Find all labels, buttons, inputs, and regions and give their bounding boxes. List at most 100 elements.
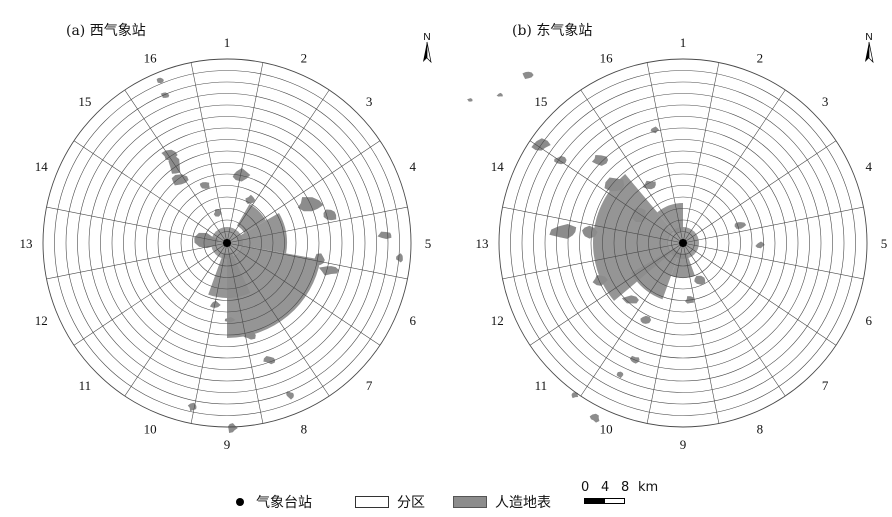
urban-patch — [467, 98, 473, 102]
legend-station-label: 气象台站 — [256, 495, 312, 511]
sector-label-5: 5 — [881, 236, 888, 251]
sector-line — [226, 62, 264, 244]
zone-ring — [613, 173, 753, 313]
sector-line — [46, 206, 228, 244]
weather-station — [223, 239, 231, 247]
zone-ring — [203, 219, 251, 267]
sector-label-14: 14 — [35, 159, 49, 174]
scale-tick-0: 0 — [581, 480, 590, 495]
urban-patch — [621, 295, 639, 304]
scale-segment-white — [604, 498, 625, 504]
panel-title: (b) 东气象站 — [512, 23, 592, 39]
urban-patch — [734, 222, 747, 229]
scale-bar: 0 4 8 km — [578, 480, 658, 516]
zone-ring — [510, 70, 856, 416]
zone-ring — [54, 70, 400, 416]
sector-line — [529, 140, 684, 244]
sector-line — [226, 89, 330, 244]
urban-patch — [377, 231, 392, 239]
sector-line — [73, 140, 228, 244]
urban-patch — [187, 402, 197, 412]
sector-label-10: 10 — [600, 422, 613, 437]
urban-patch — [156, 77, 164, 84]
urban-patch — [522, 71, 534, 79]
sector-label-6: 6 — [409, 313, 416, 328]
sector-line — [190, 62, 228, 244]
sector-line — [502, 206, 684, 244]
urban-patch — [213, 209, 222, 217]
urban-patch — [245, 194, 256, 204]
scale-segment-black — [584, 498, 605, 504]
sector-label-15: 15 — [534, 94, 547, 109]
urban-patch — [224, 317, 236, 323]
sector-line — [580, 89, 684, 244]
urban-patch — [496, 92, 503, 97]
north-arrow-half-dark — [865, 42, 869, 62]
zone-ring — [602, 162, 764, 324]
urban-patch — [210, 300, 221, 308]
sector-line — [682, 242, 786, 397]
sector-label-1: 1 — [680, 35, 687, 50]
sector-label-2: 2 — [757, 50, 764, 65]
zone-ring — [134, 150, 320, 336]
sector-line — [682, 242, 837, 346]
sector-line — [682, 242, 864, 280]
urban-patch — [286, 391, 294, 400]
zone-ring — [100, 116, 354, 370]
sector-line — [580, 242, 684, 397]
zone-ring — [215, 231, 239, 255]
urban-patch — [323, 209, 337, 221]
zone-ring — [180, 196, 274, 290]
urban-area — [593, 174, 674, 301]
sector-line — [226, 206, 408, 244]
sector-line — [73, 242, 228, 346]
sector-label-10: 10 — [144, 422, 157, 437]
urban-patch — [396, 253, 403, 263]
sector-line — [190, 242, 228, 424]
urban-patch — [243, 330, 256, 340]
sector-label-3: 3 — [366, 94, 373, 109]
sector-label-3: 3 — [822, 94, 829, 109]
sector-label-6: 6 — [865, 313, 872, 328]
sector-label-7: 7 — [822, 378, 829, 393]
zone-ring — [590, 150, 776, 336]
urban-patch — [549, 224, 577, 239]
sector-label-9: 9 — [224, 437, 231, 452]
urban-patch — [171, 174, 189, 186]
zone-ring — [65, 81, 389, 405]
urban-patch — [582, 225, 598, 239]
urban-patch — [685, 296, 694, 304]
sector-line — [682, 62, 720, 244]
zone-ring — [521, 81, 845, 405]
zone-ring — [659, 219, 707, 267]
urban-area — [208, 252, 251, 298]
sector-label-15: 15 — [78, 94, 91, 109]
urban-patch — [604, 177, 625, 192]
sector-line — [529, 242, 684, 346]
sector-line — [226, 140, 381, 244]
zone-ring — [77, 93, 377, 393]
sector-line — [226, 242, 408, 280]
zone-ring — [648, 208, 718, 278]
zone-ring — [88, 104, 366, 382]
north-arrow-icon: N — [865, 32, 874, 64]
urban-patch — [263, 356, 276, 365]
urban-patch — [589, 413, 600, 423]
zone-ring — [192, 208, 262, 278]
zone-symbol — [355, 496, 389, 508]
sector-line — [226, 242, 330, 397]
sector-label-2: 2 — [301, 50, 308, 65]
urban-patch — [314, 253, 325, 266]
sector-label-11: 11 — [535, 378, 548, 393]
sector-label-13: 13 — [20, 236, 33, 251]
sector-line — [646, 242, 684, 424]
zone-ring — [625, 185, 741, 301]
zone-ring — [123, 139, 331, 347]
sector-label-9: 9 — [680, 437, 687, 452]
urban-patch — [591, 155, 609, 166]
scale-tick-8: 8 — [621, 480, 630, 495]
